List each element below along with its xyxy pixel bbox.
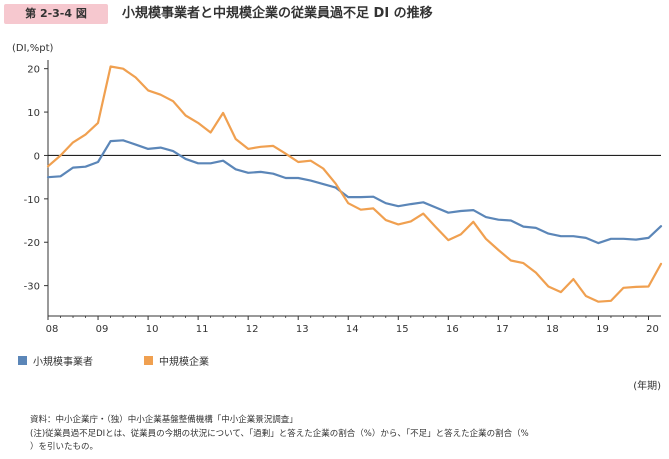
x-tick-label: 09 — [96, 324, 109, 335]
notes-block: 資料：中小企業庁・（独）中小企業基盤整備機構「中小企業景況調査」 (注)従業員過… — [30, 414, 660, 455]
y-tick-label: -20 — [24, 238, 40, 249]
y-tick-label: -10 — [24, 195, 40, 206]
chart-title: 小規模事業者と中規模企業の従業員過不足 DI の推移 — [122, 6, 433, 21]
x-tick-label: 19 — [596, 324, 609, 335]
x-tick-label: 10 — [146, 324, 159, 335]
legend-swatch-blue — [18, 356, 27, 365]
legend-item-medium-enterprise: 中規模企業 — [144, 353, 270, 368]
x-tick-label: 18 — [546, 324, 559, 335]
figure-number-badge: 第 2-3-4 図 — [4, 4, 108, 24]
definition-note-line-1: (注)従業員過不足DIとは、従業員の今期の状況について、「過剰」と答えた企業の割… — [30, 428, 529, 439]
series-lines — [46, 65, 663, 303]
x-tick-label: 17 — [496, 324, 509, 335]
x-tick-label: 15 — [396, 324, 409, 335]
y-tick-label: 10 — [27, 108, 40, 119]
x-tick-label: 13 — [296, 324, 309, 335]
x-axis-ticks: 08 09 10 11 12 13 14 15 16 17 18 19 20 — [46, 316, 659, 335]
definition-note-line-2: ）を引いたもの。 — [30, 442, 99, 452]
x-tick-label: 14 — [346, 324, 359, 335]
y-tick-label: 0 — [34, 151, 40, 162]
line-chart: 20 10 0 -10 -20 -30 08 09 10 11 12 13 14 15 16 17 18 19 2… — [24, 60, 663, 335]
x-tick-label: 20 — [646, 324, 659, 335]
legend-label-medium-enterprise: 中規模企業 — [159, 357, 209, 368]
y-tick-label: -30 — [24, 282, 40, 293]
x-tick-label: 08 — [46, 324, 59, 335]
y-tick-label: 20 — [27, 65, 40, 76]
legend: 小規模事業者 中規模企業 — [18, 353, 270, 368]
x-axis-unit-label: (年期) — [633, 381, 661, 392]
series-line-medium-enterprise — [46, 65, 663, 303]
x-tick-label: 11 — [196, 324, 209, 335]
x-tick-label: 16 — [446, 324, 459, 335]
legend-item-small-business: 小規模事業者 — [18, 353, 144, 368]
x-tick-label: 12 — [246, 324, 259, 335]
y-axis-unit-label: (DI,%pt) — [12, 43, 54, 54]
plot-frame — [47, 60, 661, 317]
legend-swatch-orange — [144, 356, 153, 365]
series-line-small-business — [46, 139, 663, 245]
legend-label-small-business: 小規模事業者 — [33, 357, 93, 368]
source-note: 資料：中小企業庁・（独）中小企業基盤整備機構「中小企業景況調査」 — [30, 415, 298, 425]
y-axis-ticks: 20 10 0 -10 -20 -30 — [24, 65, 48, 293]
